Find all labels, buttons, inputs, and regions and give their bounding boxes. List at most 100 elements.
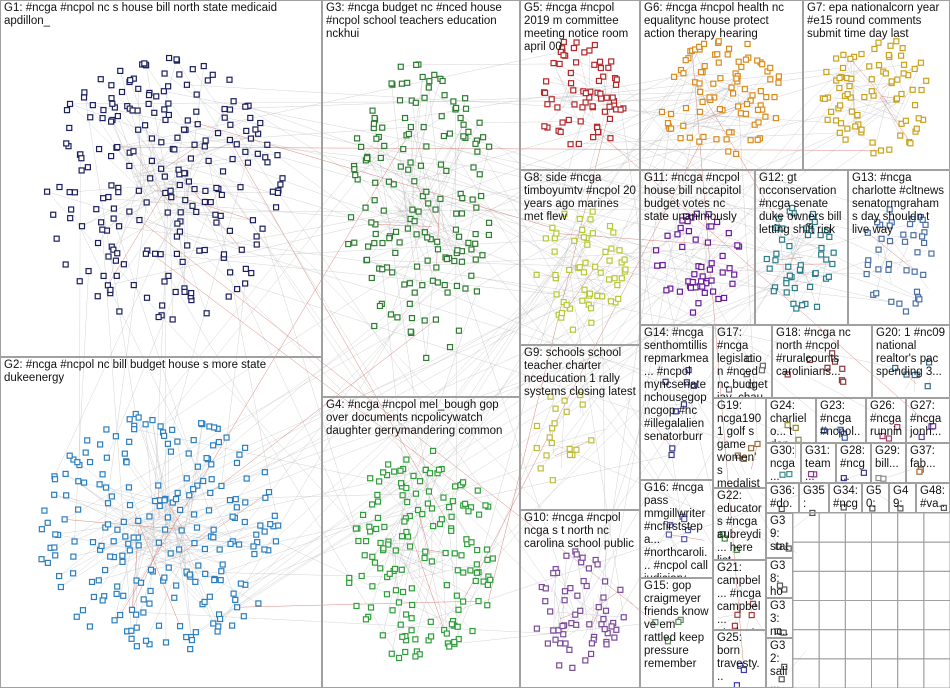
edge [391,548,488,606]
node [126,208,133,215]
node [448,527,455,534]
node [592,263,599,270]
group-cell [818,600,846,631]
edge [476,266,789,565]
node [781,663,788,670]
edge [366,158,410,213]
node [482,502,489,509]
edge [472,199,612,302]
node [419,193,426,200]
node [763,255,770,263]
node [825,273,832,280]
node [818,251,825,258]
node [126,162,133,170]
node [392,547,399,554]
node [44,559,51,567]
node [229,155,236,163]
node [812,270,819,277]
edge [81,181,161,227]
node [220,251,228,258]
node [232,496,239,503]
edge [223,237,587,259]
node [79,607,87,614]
node [57,583,64,591]
node [544,101,551,108]
edge [137,157,266,177]
node [724,51,731,58]
node [611,634,618,641]
node [376,478,383,485]
node [580,577,587,585]
edge [79,154,81,466]
node [123,459,130,466]
node [589,208,596,215]
node [440,132,447,140]
node [599,293,606,300]
node [584,241,591,248]
node [669,445,676,452]
node [357,143,365,150]
edge [683,77,840,127]
node [830,249,837,256]
node [406,300,413,307]
edge [668,534,687,570]
node [840,51,847,58]
node [670,73,678,80]
node [41,507,48,514]
node [457,114,464,122]
node [66,452,73,459]
node [877,147,885,154]
edge [110,189,182,294]
node [886,206,893,213]
node [108,118,115,125]
node [226,497,234,504]
node [421,317,428,324]
node [242,148,249,155]
node [622,266,629,273]
group-cell [871,600,899,631]
group-label: G10: #ncga #ncpol ncga s t north nc caro… [524,512,634,550]
edge [616,79,685,540]
node [778,236,786,243]
node [213,219,220,226]
edge [735,153,868,234]
edge [552,440,592,451]
edge [175,523,271,546]
node [595,604,602,611]
node [681,515,688,523]
node [697,88,704,95]
group-label: G9: schools school teacher charter ncedu… [524,347,636,398]
node [706,266,714,273]
edge [147,250,486,506]
node [840,378,847,385]
edge [54,108,225,477]
node [714,51,721,58]
node [591,41,598,49]
node [401,114,409,122]
node [664,638,672,645]
node [826,233,833,241]
node [737,662,744,669]
node [169,426,176,433]
edge [858,102,897,125]
group-box: G18: #ncga nc north #ncpol #ruralcounts … [772,325,872,398]
group-label: G22: educators #ncga aubreydi... here li… [717,490,762,559]
node [345,240,352,248]
node [699,283,706,290]
node [230,590,237,597]
node [167,448,175,455]
node [894,76,901,83]
node [674,231,681,238]
node [921,239,928,247]
node [611,275,618,282]
node [473,204,480,211]
node [721,535,728,542]
node [251,550,258,558]
node [869,139,876,146]
node [227,269,234,276]
node [252,126,259,133]
node [369,583,376,590]
node [107,553,114,560]
node [210,526,217,533]
node [191,185,198,193]
